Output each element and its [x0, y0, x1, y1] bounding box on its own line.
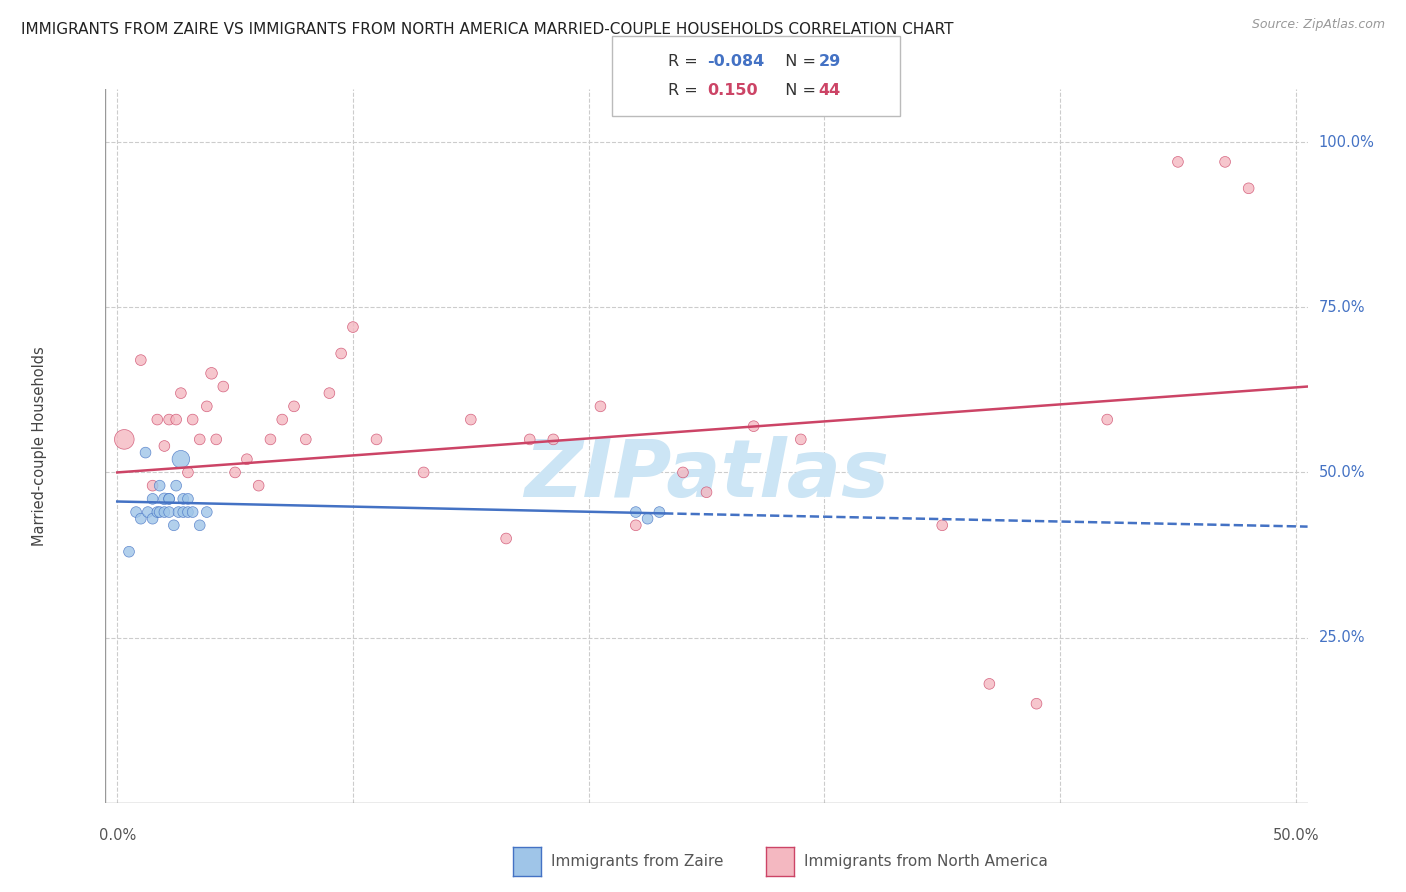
Point: [342, 320, 364, 334]
Point: [135, 445, 156, 459]
Point: [167, 505, 190, 519]
Point: [624, 518, 647, 533]
Point: [672, 466, 695, 480]
Point: [247, 478, 270, 492]
Text: 44: 44: [818, 83, 841, 97]
Point: [931, 518, 953, 533]
Point: [589, 400, 612, 414]
Text: N =: N =: [775, 54, 821, 69]
Text: 0.150: 0.150: [707, 83, 758, 97]
Point: [412, 466, 434, 480]
Point: [790, 433, 813, 447]
Text: Immigrants from Zaire: Immigrants from Zaire: [551, 855, 724, 869]
Point: [295, 433, 318, 447]
Point: [177, 491, 200, 506]
Point: [330, 346, 353, 360]
Point: [1237, 181, 1260, 195]
Point: [188, 433, 211, 447]
Point: [165, 412, 187, 426]
Point: [177, 505, 200, 519]
Point: [236, 452, 259, 467]
Point: [200, 367, 222, 381]
Text: Source: ZipAtlas.com: Source: ZipAtlas.com: [1251, 18, 1385, 31]
Point: [146, 505, 169, 519]
Text: Married-couple Households: Married-couple Households: [32, 346, 46, 546]
Point: [153, 505, 176, 519]
Point: [112, 433, 135, 447]
Text: ZIPatlas: ZIPatlas: [524, 435, 889, 514]
Point: [129, 353, 152, 368]
Point: [149, 505, 172, 519]
Point: [157, 412, 180, 426]
Point: [181, 412, 204, 426]
Point: [142, 491, 165, 506]
Point: [543, 433, 565, 447]
Point: [979, 677, 1001, 691]
Text: 100.0%: 100.0%: [1319, 135, 1375, 150]
Point: [1213, 154, 1236, 169]
Point: [624, 505, 647, 519]
Point: [283, 400, 305, 414]
Text: IMMIGRANTS FROM ZAIRE VS IMMIGRANTS FROM NORTH AMERICA MARRIED-COUPLE HOUSEHOLDS: IMMIGRANTS FROM ZAIRE VS IMMIGRANTS FROM…: [21, 22, 953, 37]
Point: [153, 491, 176, 506]
Text: 0.0%: 0.0%: [98, 828, 136, 843]
Point: [195, 400, 218, 414]
Point: [181, 505, 204, 519]
Point: [1167, 154, 1189, 169]
Point: [195, 505, 218, 519]
Text: 50.0%: 50.0%: [1319, 465, 1365, 480]
Text: R =: R =: [668, 83, 707, 97]
Point: [142, 511, 165, 525]
Point: [163, 518, 186, 533]
Point: [136, 505, 159, 519]
Point: [146, 412, 169, 426]
Text: -0.084: -0.084: [707, 54, 765, 69]
Point: [742, 419, 765, 434]
Point: [125, 505, 148, 519]
Point: [637, 511, 659, 525]
Text: N =: N =: [775, 83, 821, 97]
Point: [172, 491, 194, 506]
Point: [170, 386, 193, 401]
Point: [366, 433, 388, 447]
Text: 25.0%: 25.0%: [1319, 630, 1365, 645]
Point: [1025, 697, 1047, 711]
Point: [129, 511, 152, 525]
Point: [149, 478, 172, 492]
Point: [259, 433, 281, 447]
Point: [157, 491, 180, 506]
Point: [170, 452, 193, 467]
Text: 75.0%: 75.0%: [1319, 300, 1365, 315]
Text: 29: 29: [818, 54, 841, 69]
Point: [172, 505, 194, 519]
Text: R =: R =: [668, 54, 703, 69]
Point: [696, 485, 718, 500]
Point: [177, 466, 200, 480]
Point: [142, 478, 165, 492]
Point: [460, 412, 482, 426]
Point: [188, 518, 211, 533]
Point: [165, 478, 187, 492]
Point: [157, 491, 180, 506]
Point: [157, 505, 180, 519]
Point: [318, 386, 340, 401]
Point: [648, 505, 671, 519]
Point: [212, 379, 235, 393]
Point: [1097, 412, 1119, 426]
Point: [153, 439, 176, 453]
Point: [118, 545, 141, 559]
Point: [224, 466, 246, 480]
Point: [205, 433, 228, 447]
Point: [495, 532, 517, 546]
Text: 50.0%: 50.0%: [1272, 828, 1319, 843]
Point: [271, 412, 294, 426]
Point: [519, 433, 541, 447]
Text: Immigrants from North America: Immigrants from North America: [804, 855, 1047, 869]
